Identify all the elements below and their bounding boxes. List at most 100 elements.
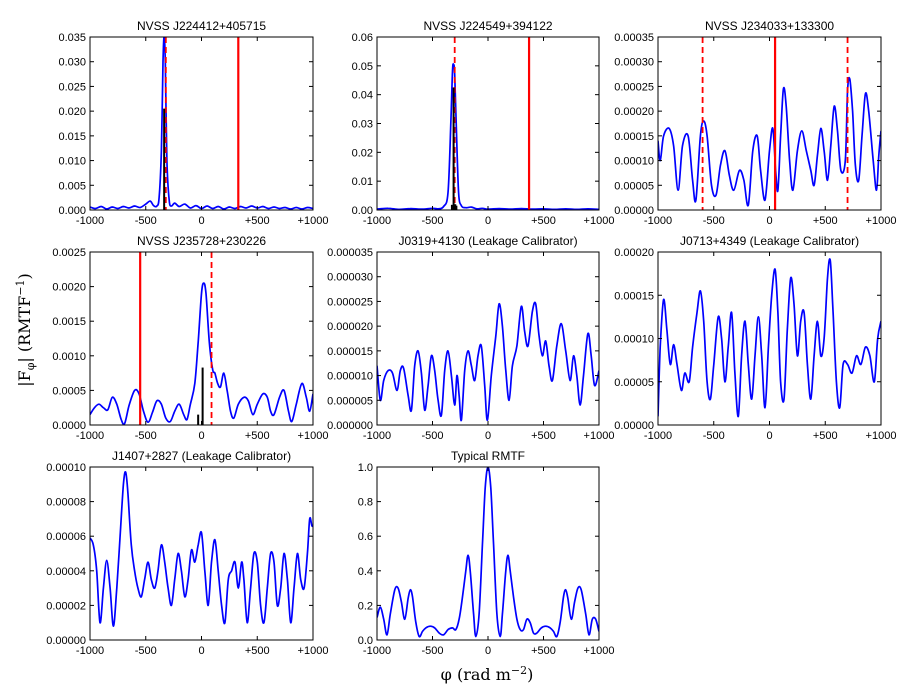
y-tick-label: 0.00010 (46, 462, 86, 474)
y-tick-label: 0.00010 (614, 156, 654, 168)
y-tick-label: 0.000000 (327, 420, 373, 432)
x-axis-label: φ (rad m−2) (441, 664, 534, 684)
spectrum-line (377, 62, 599, 210)
axes-frame (376, 251, 600, 426)
x-tick-label: -1000 (644, 430, 672, 442)
x-tick-label: 0 (485, 645, 491, 657)
x-tick-label: +500 (531, 645, 556, 657)
y-tick-label: 0.00004 (46, 566, 86, 578)
y-tick-label: 0.035 (58, 32, 86, 44)
x-tick-label: 0 (198, 215, 204, 227)
spectrum-line (377, 301, 599, 422)
x-tick-label: 0 (766, 215, 772, 227)
y-axis-label: |Fφ| (RMTF−1) (14, 273, 37, 387)
y-tick-label: 0.00000 (614, 205, 654, 217)
y-tick-label: 0.02 (352, 147, 373, 159)
y-tick-label: 0.00005 (614, 377, 654, 389)
y-tick-label: 0.00008 (46, 497, 86, 509)
y-tick-label: 0.6 (358, 531, 373, 543)
y-tick-label: 0.0000 (52, 420, 86, 432)
x-tick-label: -1000 (76, 645, 104, 657)
panel-5: J0319+4130 (Leakage Calibrator) 0.000000 0… (327, 234, 614, 442)
panel-4: NVSS J235728+230226 0.0000 0.0005 0.0010 0.0… (52, 234, 328, 442)
y-tick-label: 0.0015 (52, 316, 86, 328)
plot-area (377, 467, 599, 638)
x-tick-label: +500 (813, 430, 838, 442)
x-tick-label: -500 (135, 430, 157, 442)
y-tick-label: 0.06 (352, 32, 373, 44)
panel-title: NVSS J224549+394122 (423, 19, 552, 33)
x-tick-label: 0 (766, 430, 772, 442)
spectrum-line (658, 76, 881, 207)
x-tick-label: -500 (135, 215, 157, 227)
x-tick-label: +500 (245, 645, 270, 657)
x-tick-label: 0 (485, 215, 491, 227)
y-tick-label: 1.0 (358, 462, 373, 474)
y-tick-label: 0.0010 (52, 351, 86, 363)
panel-title: J0319+4130 (Leakage Calibrator) (398, 234, 577, 248)
y-tick-label: 0.000005 (327, 395, 373, 407)
spectrum-line (90, 471, 313, 628)
y-tick-label: 0.0020 (52, 282, 86, 294)
y-tick-label: 0.03 (352, 119, 373, 131)
x-tick-label: 0 (198, 645, 204, 657)
panel-title: J1407+2827 (Leakage Calibrator) (112, 449, 291, 463)
plot-area (90, 37, 313, 210)
x-tick-label: +1000 (584, 215, 615, 227)
y-tick-label: 0.010 (58, 156, 86, 168)
spectrum-line (377, 467, 599, 638)
x-tick-label: +500 (245, 215, 270, 227)
y-tick-label: 0.0 (358, 635, 373, 647)
plot-area (90, 252, 313, 425)
spectrum-line (658, 258, 881, 418)
panel-8: Typical RMTF 0.0 0.2 0.4 0.6 0.8 1.0 -1000 -500 0… (358, 449, 615, 657)
y-tick-label: 0.000035 (327, 247, 373, 259)
y-tick-label: 0.0005 (52, 385, 86, 397)
x-tick-label: 0 (485, 430, 491, 442)
panel-title: Typical RMTF (451, 449, 525, 463)
axes-frame (89, 36, 314, 211)
x-tick-label: -500 (703, 430, 725, 442)
y-tick-label: 0.04 (352, 90, 373, 102)
y-tick-label: 0.000015 (327, 346, 373, 358)
y-tick-label: 0.00020 (614, 247, 654, 259)
y-tick-label: 0.4 (358, 566, 373, 578)
panel-title: NVSS J234033+133300 (705, 19, 834, 33)
y-tick-label: 0.00020 (614, 106, 654, 118)
x-tick-label: +1000 (866, 430, 897, 442)
y-tick-label: 0.00010 (614, 334, 654, 346)
panel-3: NVSS J234033+133300 0.00000 0.00005 0.00010… (614, 19, 896, 227)
x-tick-label: +1000 (866, 215, 897, 227)
y-tick-label: 0.00035 (614, 32, 654, 44)
panel-2: NVSS J224549+394122 0.00 0.01 0.02 0.03 0.04 0… (352, 19, 615, 227)
panel-title: NVSS J224412+405715 (137, 19, 266, 33)
x-tick-label: -1000 (363, 430, 391, 442)
y-tick-label: 0.00030 (614, 57, 654, 69)
axes-frame (376, 36, 600, 211)
y-tick-label: 0.025 (58, 81, 86, 93)
x-tick-label: +1000 (584, 430, 615, 442)
y-tick-label: 0.05 (352, 61, 373, 73)
y-tick-label: 0.00025 (614, 81, 654, 93)
panel-6: J0713+4349 (Leakage Calibrator) 0.00000 0.… (614, 234, 896, 442)
y-tick-label: 0.020 (58, 106, 86, 118)
x-tick-label: -1000 (76, 215, 104, 227)
y-tick-label: 0.00000 (46, 635, 86, 647)
y-tick-label: 0.000030 (327, 272, 373, 284)
panel-title: NVSS J235728+230226 (137, 234, 266, 248)
y-tick-label: 0.2 (358, 600, 373, 612)
plot-area (377, 37, 599, 210)
y-tick-label: 0.00005 (614, 180, 654, 192)
y-tick-label: 0.01 (352, 176, 373, 188)
spectrum-line (90, 282, 313, 425)
y-tick-label: 0.000010 (327, 371, 373, 383)
x-tick-label: +1000 (298, 215, 329, 227)
y-tick-label: 0.00000 (614, 420, 654, 432)
y-tick-label: 0.00006 (46, 531, 86, 543)
y-tick-label: 0.00002 (46, 600, 86, 612)
y-tick-label: 0.005 (58, 180, 86, 192)
x-tick-label: -500 (421, 430, 443, 442)
spectrum-line (90, 37, 313, 210)
x-tick-label: -1000 (363, 215, 391, 227)
y-tick-label: 0.000 (58, 205, 86, 217)
